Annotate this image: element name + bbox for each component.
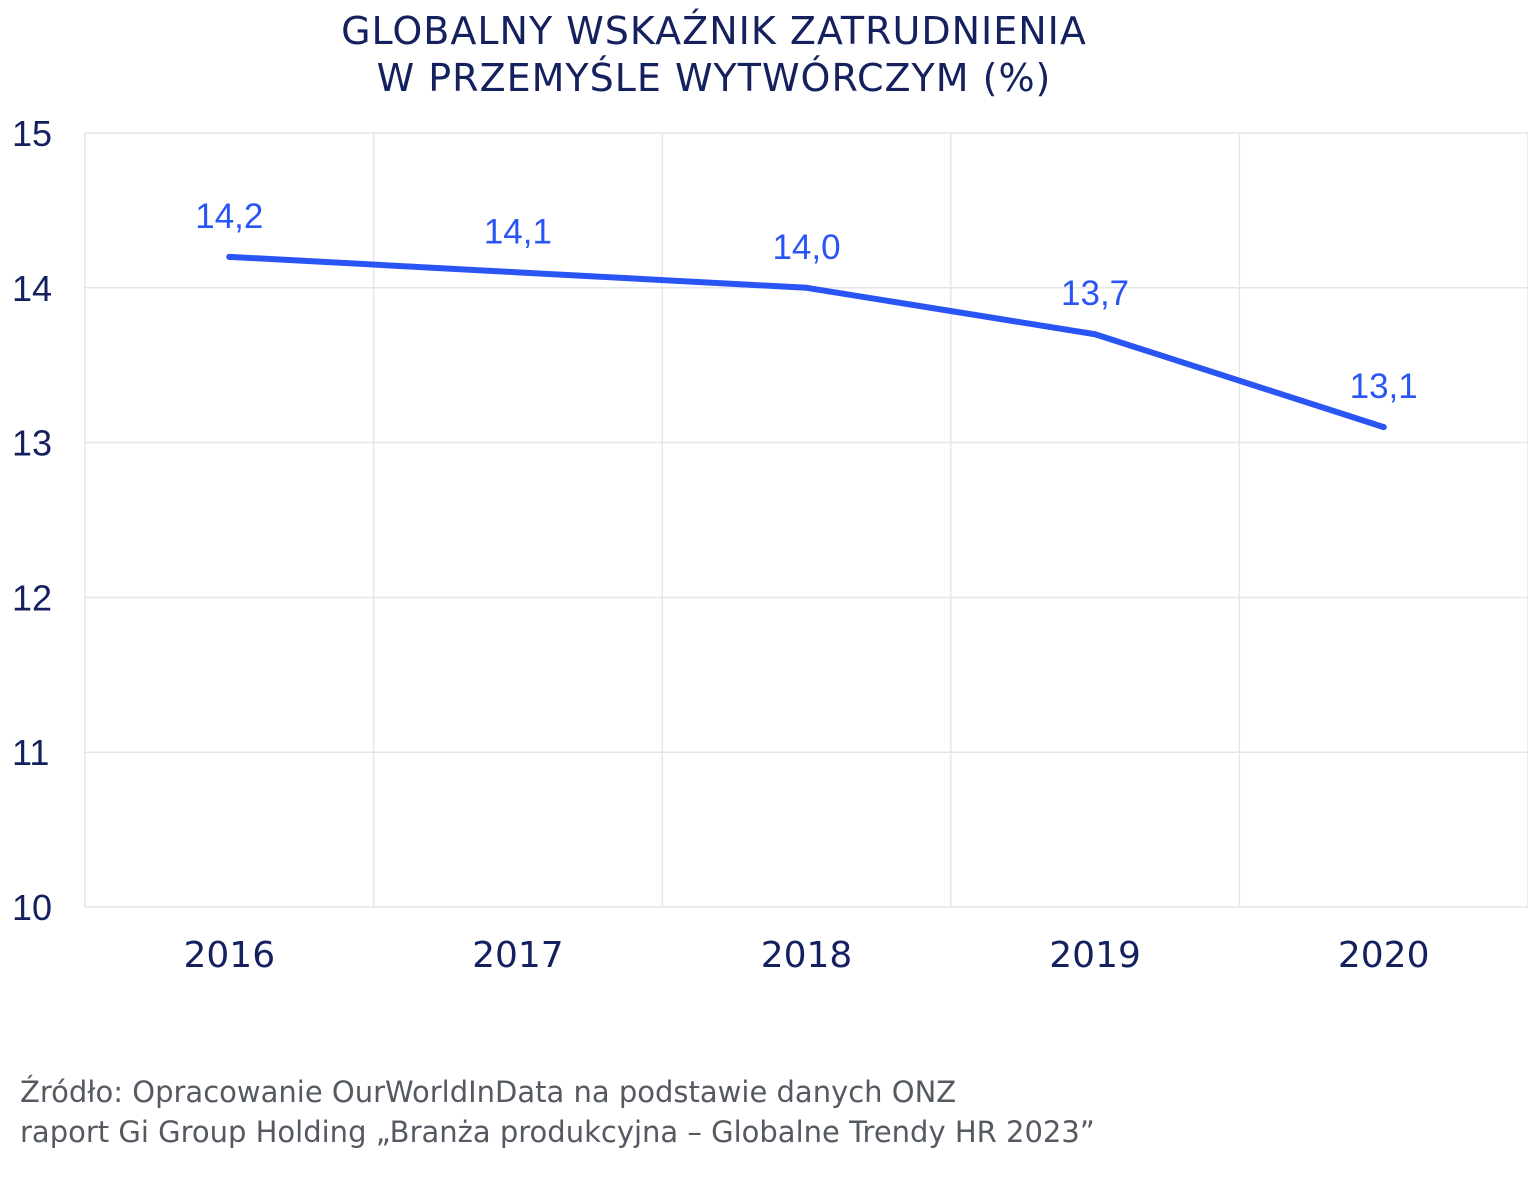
x-tick-label: 2016 bbox=[183, 935, 275, 976]
data-point bbox=[514, 269, 521, 276]
source-line-2: raport Gi Group Holding „Branża produkcy… bbox=[20, 1115, 1095, 1149]
data-labels: 14,2 14,1 14,0 13,7 13,1 bbox=[195, 197, 1418, 406]
y-tick-label: 15 bbox=[12, 113, 52, 154]
data-point bbox=[1380, 424, 1387, 431]
series bbox=[226, 253, 1387, 431]
y-tick-label: 14 bbox=[12, 268, 52, 309]
y-tick-label: 10 bbox=[12, 887, 52, 928]
x-axis-ticks: 2016 2017 2018 2019 2020 bbox=[183, 935, 1429, 976]
data-point bbox=[1092, 331, 1099, 338]
data-label: 13,1 bbox=[1350, 367, 1418, 406]
chart-title: GLOBALNY WSKAŹNIK ZATRUDNIENIA W PRZEMYŚ… bbox=[0, 8, 1428, 102]
data-label: 14,2 bbox=[195, 197, 263, 236]
data-point bbox=[803, 284, 810, 291]
x-tick-label: 2019 bbox=[1049, 935, 1141, 976]
series-line bbox=[226, 253, 1387, 431]
source-note: Źródło: Opracowanie OurWorldInData na po… bbox=[20, 1072, 1095, 1152]
y-tick-label: 13 bbox=[12, 423, 52, 464]
x-tick-label: 2020 bbox=[1338, 935, 1430, 976]
grid bbox=[84, 132, 1528, 908]
x-tick-label: 2017 bbox=[472, 935, 564, 976]
y-tick-label: 12 bbox=[12, 577, 52, 618]
data-label: 13,7 bbox=[1061, 274, 1129, 313]
x-tick-label: 2018 bbox=[761, 935, 853, 976]
chart-title-line-1: GLOBALNY WSKAŹNIK ZATRUDNIENIA bbox=[341, 9, 1087, 53]
y-axis-ticks: 10 11 12 13 14 15 bbox=[12, 113, 52, 928]
data-point bbox=[226, 253, 233, 260]
chart-title-line-2: W PRZEMYŚLE WYTWÓRCZYM (%) bbox=[376, 56, 1052, 100]
source-line-1: Źródło: Opracowanie OurWorldInData na po… bbox=[20, 1075, 957, 1109]
data-label: 14,1 bbox=[484, 212, 552, 251]
data-label: 14,0 bbox=[772, 228, 840, 267]
y-tick-label: 11 bbox=[12, 732, 49, 773]
